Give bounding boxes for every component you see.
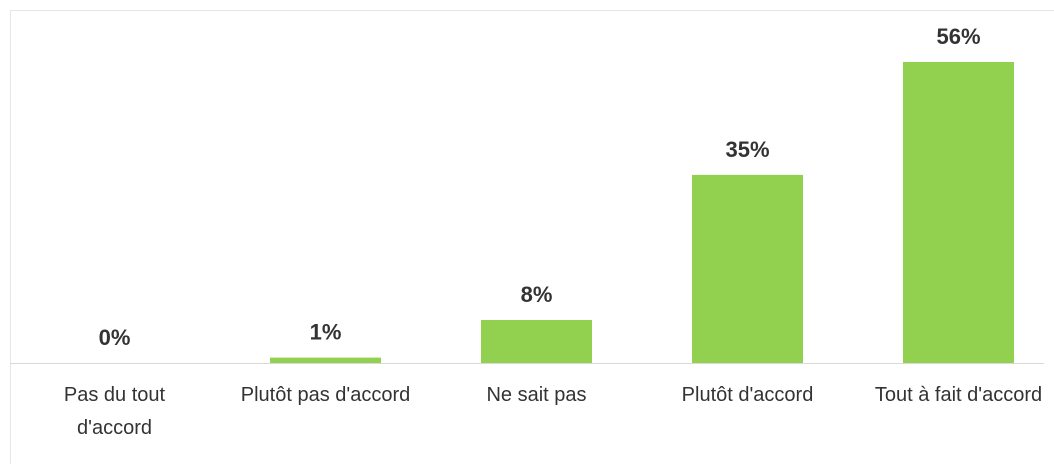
x-tick-label: Ne sait pas xyxy=(486,384,587,406)
value-label: 0% xyxy=(99,325,131,350)
x-tick-label: Plutôt d'accord xyxy=(681,384,814,406)
value-label: 8% xyxy=(521,282,553,307)
bar xyxy=(270,357,381,363)
x-tick-label: Pas du tout d'accord xyxy=(63,384,166,439)
bar xyxy=(903,62,1014,363)
x-tick-label: Tout à fait d'accord xyxy=(874,384,1043,406)
x-tick-label: Plutôt pas d'accord xyxy=(240,384,411,406)
bar xyxy=(692,174,803,363)
bar xyxy=(481,320,592,363)
value-label: 56% xyxy=(936,24,980,49)
value-label: 35% xyxy=(725,137,769,162)
frame xyxy=(10,10,1054,464)
value-label: 1% xyxy=(310,320,342,345)
